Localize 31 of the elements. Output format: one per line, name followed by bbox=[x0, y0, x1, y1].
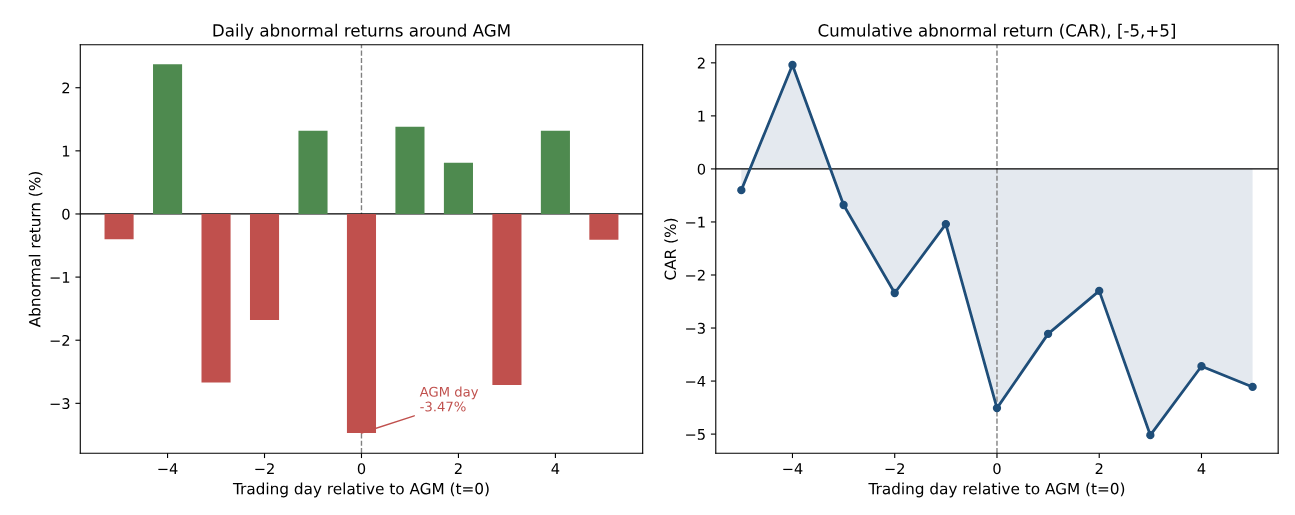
x-tick-label: −4 bbox=[783, 463, 803, 474]
y-tick-label: 1 bbox=[62, 145, 70, 157]
x-tick-label: 4 bbox=[551, 463, 560, 474]
y-tick-label: −2 bbox=[50, 334, 70, 346]
x-tick-label: 2 bbox=[1095, 463, 1103, 474]
y-axis-title: Abnormal return (%) bbox=[28, 172, 43, 328]
x-tick-label: 0 bbox=[993, 463, 1001, 475]
y-tick-label: 2 bbox=[62, 82, 70, 94]
y-tick-label: −3 bbox=[50, 398, 70, 410]
annotation: AGM day -3.47% bbox=[419, 386, 479, 412]
chart-title: Cumulative abnormal return (CAR), [-5,+5] bbox=[818, 23, 1175, 39]
x-tick-label: −2 bbox=[885, 463, 905, 474]
x-tick-label: 0 bbox=[357, 463, 366, 475]
x-tick-label: 2 bbox=[454, 463, 462, 474]
chart-title: Daily abnormal returns around AGM bbox=[213, 23, 510, 40]
y-tick-label: −3 bbox=[686, 322, 705, 334]
y-tick-label: 1 bbox=[698, 110, 705, 122]
y-tick-label: −1 bbox=[686, 216, 705, 228]
y-tick-label: 2 bbox=[697, 57, 705, 69]
y-tick-label: 0 bbox=[62, 208, 70, 220]
y-tick-label: 0 bbox=[697, 163, 706, 175]
x-tick-label: −4 bbox=[158, 463, 178, 474]
y-axis-title: CAR (%) bbox=[664, 218, 678, 280]
x-tick-label: 4 bbox=[1197, 463, 1206, 474]
x-tick-label: −2 bbox=[255, 463, 274, 474]
y-tick-label: −2 bbox=[686, 269, 705, 281]
x-axis-title: Trading day relative to AGM (t=0) bbox=[232, 482, 489, 498]
y-tick-label: −5 bbox=[686, 429, 705, 440]
y-tick-label: −4 bbox=[686, 375, 706, 387]
y-tick-label: −1 bbox=[50, 272, 70, 283]
x-axis-title: Trading day relative to AGM (t=0) bbox=[868, 482, 1125, 498]
